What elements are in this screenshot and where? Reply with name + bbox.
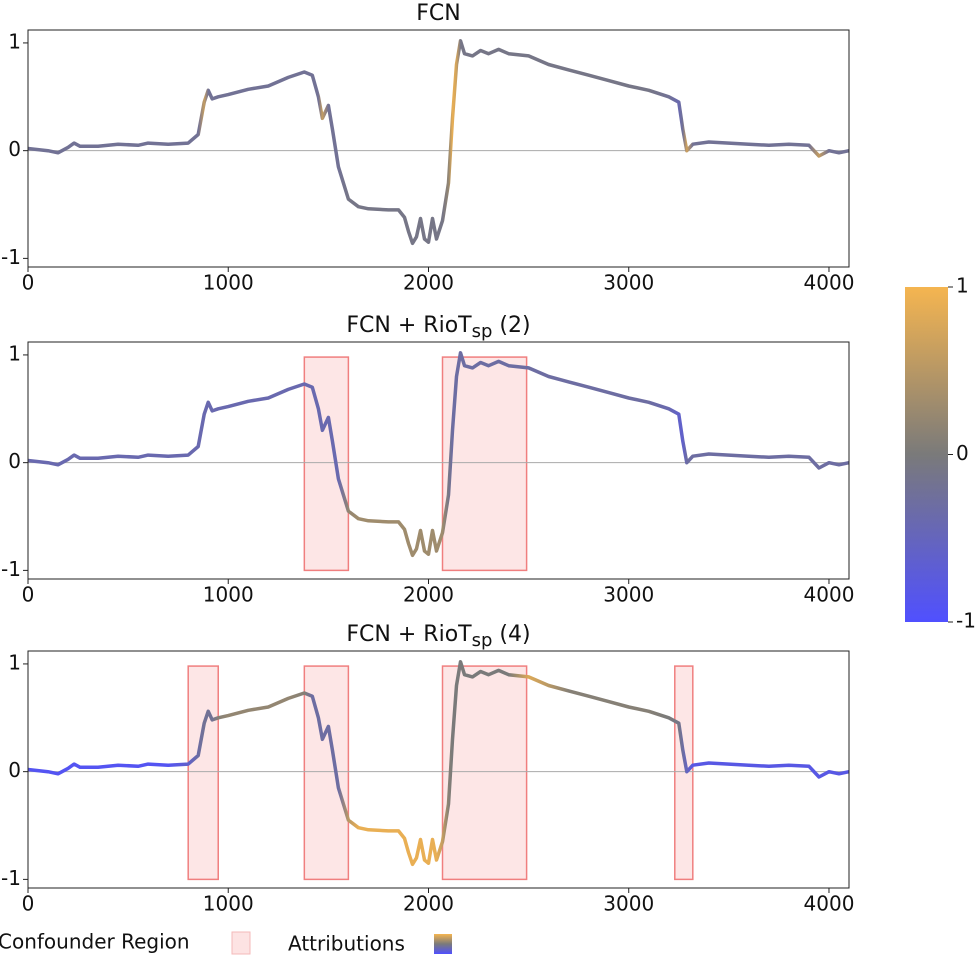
title-subscript: sp — [472, 630, 493, 651]
title-text: FCN — [416, 1, 460, 26]
x-tick-label: 4000 — [804, 271, 855, 295]
title-text: FCN + RioT — [346, 313, 472, 338]
confounder-region — [303, 356, 350, 572]
x-tick-label: 0 — [22, 271, 35, 295]
confounder-region — [441, 356, 528, 572]
title-text: (4) — [492, 622, 530, 647]
x-tick-label: 0 — [22, 892, 35, 916]
plot-frame — [27, 650, 850, 889]
plot-frame — [27, 341, 850, 580]
colorbar-tick-label: 1 — [956, 274, 969, 298]
confounder-region — [303, 665, 350, 881]
y-tick-label: 1 — [8, 29, 21, 53]
chart-title: FCN + RioTsp (4) — [346, 622, 530, 651]
legend-swatch — [231, 931, 251, 955]
series-line — [27, 351, 850, 558]
x-tick-label: 4000 — [804, 583, 855, 607]
x-tick-label: 2000 — [403, 892, 454, 916]
x-tick-label: 3000 — [603, 271, 654, 295]
legend-label: Attributions — [288, 932, 405, 956]
x-tick-label: 1000 — [203, 583, 254, 607]
y-tick-label: 0 — [8, 137, 21, 161]
chart-title: FCN — [416, 1, 460, 26]
y-tick-label: 0 — [8, 449, 21, 473]
plot-frame — [27, 29, 850, 268]
chart-title: FCN + RioTsp (2) — [346, 313, 530, 342]
legend-label: Confounder Region — [0, 930, 190, 954]
x-tick-label: 3000 — [603, 892, 654, 916]
x-tick-label: 0 — [22, 583, 35, 607]
y-tick-label: -1 — [1, 557, 21, 581]
title-text: FCN + RioT — [346, 622, 472, 647]
x-tick-label: 1000 — [203, 892, 254, 916]
y-tick-label: -1 — [1, 245, 21, 269]
y-tick-label: -1 — [1, 866, 21, 890]
legend-swatch — [434, 934, 452, 954]
x-tick-label: 2000 — [403, 583, 454, 607]
series-line — [27, 660, 850, 867]
confounder-region — [674, 665, 694, 881]
x-tick-label: 3000 — [603, 583, 654, 607]
x-tick-label: 2000 — [403, 271, 454, 295]
y-tick-label: 1 — [8, 341, 21, 365]
x-tick-label: 1000 — [203, 271, 254, 295]
colorbar-tick-label: 0 — [956, 441, 969, 465]
series-line — [27, 39, 850, 246]
title-subscript: sp — [472, 321, 493, 342]
colorbar-tick-label: -1 — [956, 609, 975, 633]
confounder-region — [187, 665, 219, 881]
legend: Confounder Region Attributions — [0, 930, 452, 956]
y-tick-label: 1 — [8, 650, 21, 674]
x-tick-label: 4000 — [804, 892, 855, 916]
y-tick-label: 0 — [8, 758, 21, 782]
title-text: (2) — [492, 313, 530, 338]
colorbar — [905, 287, 948, 622]
